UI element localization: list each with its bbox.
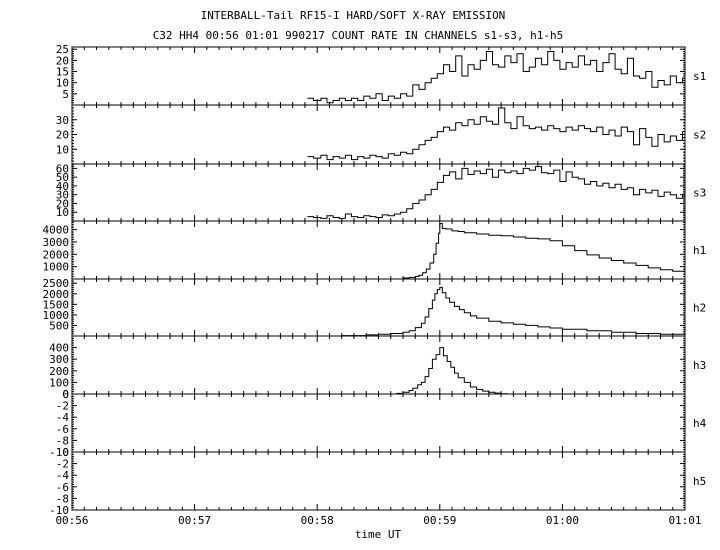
y-tick-label-h1: 1000 [43, 261, 70, 274]
chart-title: INTERBALL-Tail RF15-I HARD/SOFT X-RAY EM… [201, 9, 506, 22]
x-axis: 00:56 00:57 00:58 00:59 01:00 01:01 [55, 47, 702, 527]
y-tick-label-s3: 30 [56, 189, 69, 202]
panel-label-s1: s1 [693, 70, 706, 83]
series-line-s1 [307, 51, 685, 104]
panel-frame-s1 [71, 46, 686, 106]
panel-label-s3: s3 [693, 187, 706, 200]
x-tick-label: 01:00 [546, 514, 579, 527]
y-tick-label-s1: 10 [56, 77, 69, 90]
y-tick-label-s2: 20 [56, 129, 69, 142]
chart-subtitle: C32 HH4 00:56 01:01 990217 COUNT RATE IN… [153, 29, 564, 42]
panel-frame-s3 [71, 163, 686, 222]
series-line-s2 [307, 107, 685, 161]
panel-frame-h3 [71, 335, 686, 395]
y-tick-label-h4: -6 [56, 423, 69, 436]
x-tick-label: 00:58 [301, 514, 334, 527]
panel-label-h1: h1 [693, 244, 706, 257]
panel-frame-h5 [71, 451, 686, 511]
y-tick-label-h4: -4 [56, 411, 70, 424]
y-tick-label-h5: -6 [56, 481, 69, 494]
y-tick-label-h2: 2000 [43, 288, 70, 301]
y-tick-label-h3: 200 [49, 365, 69, 378]
x-tick-label: 00:59 [423, 514, 456, 527]
y-tick-label-h5: -10 [49, 504, 69, 517]
series-line-h3 [390, 347, 514, 395]
y-tick-label-h3: 0 [62, 388, 69, 401]
y-tick-label-h3: 100 [49, 376, 69, 389]
series-line-h1 [403, 223, 686, 279]
panel-label-h5: h5 [693, 475, 706, 488]
y-tick-label-h1: 4000 [43, 224, 70, 237]
y-tick-label-s1: 20 [56, 54, 69, 67]
x-tick-label: 01:01 [668, 514, 701, 527]
panels-group: 510152025s1102030s2102030405060s31000200… [43, 43, 707, 517]
y-tick-label-s2: 10 [56, 143, 69, 156]
x-tick-label: 00:56 [55, 514, 88, 527]
y-tick-label-h4: -2 [56, 400, 69, 413]
y-tick-label-h4: -10 [49, 446, 69, 459]
y-tick-label-s1: 5 [62, 88, 69, 101]
y-tick-label-s3: 40 [56, 180, 69, 193]
y-tick-label-s3: 20 [56, 197, 69, 210]
panel-frame-s2 [71, 104, 686, 165]
y-tick-label-h3: 400 [49, 342, 69, 355]
y-tick-label-s2: 30 [56, 114, 69, 127]
y-tick-label-h4: -8 [56, 434, 69, 447]
y-tick-label-h3: 300 [49, 353, 69, 366]
y-tick-label-h2: 500 [49, 319, 69, 332]
panel-label-h4: h4 [693, 417, 707, 430]
y-tick-label-h5: -8 [56, 492, 69, 505]
y-tick-label-s1: 25 [56, 43, 69, 56]
panel-frame-h1 [71, 220, 686, 280]
y-tick-label-s1: 15 [56, 66, 69, 79]
y-tick-label-s3: 50 [56, 171, 69, 184]
y-tick-label-h2: 1500 [43, 298, 70, 311]
panel-label-h3: h3 [693, 359, 706, 372]
panel-label-s2: s2 [693, 129, 706, 142]
y-tick-label-h4: 0 [62, 388, 69, 401]
x-tick-label: 00:57 [178, 514, 211, 527]
panel-frame-h2 [71, 278, 686, 337]
y-tick-label-s3: 60 [56, 162, 69, 175]
y-tick-label-h2: 2500 [43, 277, 70, 290]
y-tick-label-h5: -4 [56, 469, 70, 482]
panel-frame-h4 [71, 393, 686, 453]
y-tick-label-h1: 2000 [43, 248, 70, 261]
y-tick-label-s3: 10 [56, 206, 69, 219]
y-tick-label-h2: 1000 [43, 309, 70, 322]
series-line-h2 [317, 286, 686, 337]
y-tick-label-h1: 3000 [43, 236, 70, 249]
x-axis-title: time UT [355, 528, 402, 541]
y-tick-label-h5: 0 [62, 446, 69, 459]
panel-label-h2: h2 [693, 302, 706, 315]
y-tick-label-h5: -2 [56, 458, 69, 471]
series-line-s3 [307, 166, 685, 219]
